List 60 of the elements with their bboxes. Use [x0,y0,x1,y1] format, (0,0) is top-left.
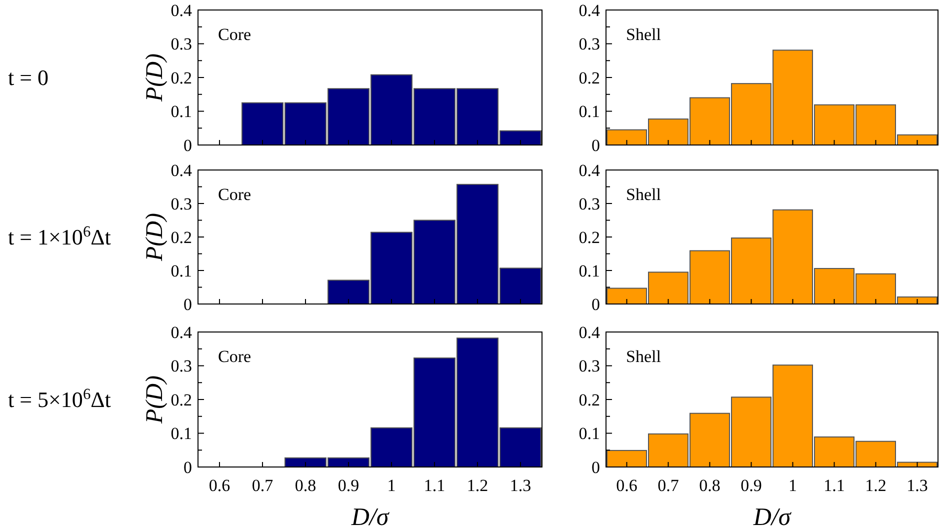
y-tick-label: 0.3 [578,356,600,376]
y-tick-label: 0.1 [578,261,600,280]
text: t = 1×10$^{6}$Δt [8,223,111,250]
y-tick-label: 0.2 [170,390,192,410]
x-tick-label: 1 [387,476,396,495]
y-tick-label: 0.4 [170,0,192,20]
y-tick-label: 0.4 [170,160,192,180]
x-tick-label: 1.3 [906,476,928,495]
x-tick-label: 1 [788,476,797,495]
y-tick-label: 0.1 [170,261,192,280]
x-tick-label: 0.7 [252,476,274,495]
x-axis-title: D/σ [752,504,792,529]
annotation: Shell [626,347,662,366]
annotation: Shell [626,25,662,44]
x-tick-label: 0.7 [658,476,680,495]
y-tick-label: 0.2 [578,68,600,88]
annotation: Core [218,185,252,204]
y-tick-label: 0.2 [578,390,600,410]
x-tick-label: 1.3 [510,476,532,495]
y-tick-label: 0.3 [578,194,600,214]
x-tick-label: 0.9 [740,476,762,495]
y-tick-label: 0.3 [170,34,192,54]
y-tick-label: 0.4 [170,322,192,342]
text: t = 5×10$^{6}$Δt [8,386,111,412]
x-tick-label: 0.9 [338,476,360,495]
x-tick-label: 0.6 [616,476,638,495]
y-tick-label: 0.4 [578,0,600,20]
y-tick-label: 0 [592,294,600,314]
annotation: Core [218,25,252,44]
x-axis-title: D/σ [350,504,390,529]
annotation: Core [218,347,252,366]
y-tick-label: 0.3 [578,34,600,54]
y-axis-title: P(D) [142,376,168,424]
y-tick-label: 0 [184,294,192,314]
y-tick-label: 0 [184,458,192,477]
y-tick-label: 0.1 [170,424,192,444]
x-tick-label: 1.1 [424,476,446,495]
y-tick-label: 0 [184,136,192,155]
y-tick-label: 0.1 [578,102,600,122]
y-tick-label: 0.3 [170,356,192,376]
y-tick-label: 0.3 [170,194,192,214]
text: t = 0 [8,65,49,90]
x-tick-label: 0.6 [208,476,230,495]
annotation: Shell [626,185,662,204]
y-tick-label: 0.2 [578,228,600,247]
x-tick-label: 0.8 [699,476,720,495]
y-axis-title: P(D) [142,54,168,102]
x-tick-label: 1.1 [824,476,845,495]
x-tick-label: 1.2 [466,476,488,495]
y-tick-label: 0.2 [170,228,192,247]
y-tick-label: 0.2 [170,68,192,88]
y-axis-title: P(D) [142,213,168,262]
y-tick-label: 0.1 [578,424,600,444]
y-tick-label: 0.4 [578,322,600,342]
x-tick-label: 1.2 [865,476,886,495]
y-tick-label: 0.1 [170,102,192,122]
y-tick-label: 0 [592,136,600,155]
y-tick-label: 0.4 [578,160,600,180]
x-tick-label: 0.8 [294,476,316,495]
y-tick-label: 0 [592,458,600,477]
